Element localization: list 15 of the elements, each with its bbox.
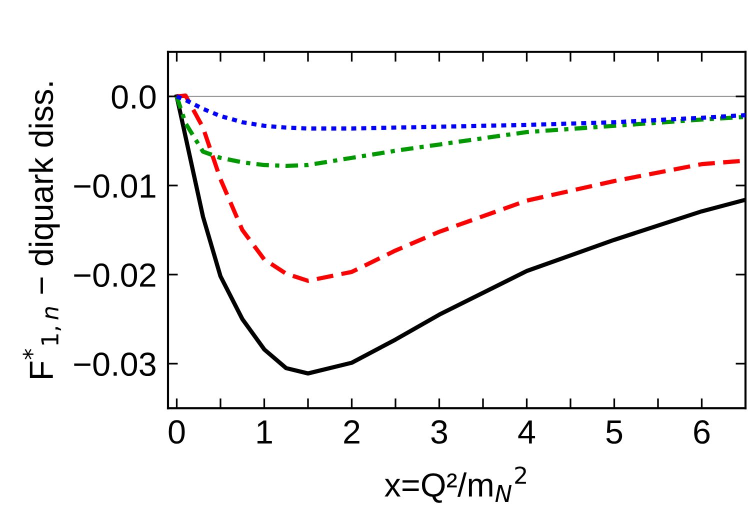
y-tick-label: −0.01 [74,174,156,198]
y-tick-label: −0.02 [74,263,156,287]
y-tick-label: 0.0 [112,85,156,109]
line-series [174,94,746,168]
x-axis-title: x=Q²/m$_{N}$$^{2}$ [384,466,526,503]
x-tick-label: 6 [694,420,710,444]
line-series [174,94,746,131]
x-tick-label: 1 [258,420,272,444]
x-tick-label: 0 [168,420,185,444]
x-tick-label: 3 [431,420,448,444]
x-tick-label: 2 [344,420,360,444]
x-tick-label: 5 [606,420,622,444]
y-axis-title: F$^{*}$$_{1,n}$ − diquark diss. [22,82,62,378]
x-tick-label: 4 [518,420,536,444]
y-tick-label: −0.03 [74,352,156,376]
